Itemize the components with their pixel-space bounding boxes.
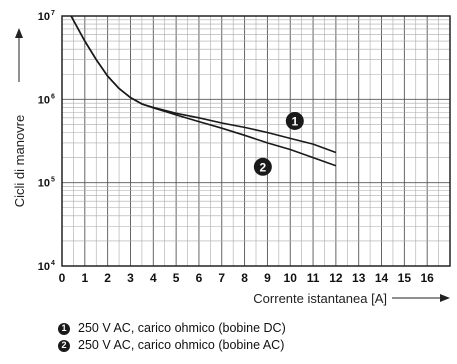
- y-tick-exp-5: 5: [51, 177, 55, 184]
- y-tick-exp-6: 6: [51, 93, 55, 100]
- series-marker-label-2: 2: [260, 160, 267, 174]
- series-marker-1: [285, 111, 304, 130]
- x-tick-label-1: 1: [81, 271, 88, 285]
- x-tick-label-0: 0: [59, 271, 66, 285]
- y-axis-title: Cicli di manovre: [12, 115, 27, 207]
- axis-labels: Cicli di manovre Corrente istantanea [A]: [12, 28, 450, 306]
- legend-text-1: 250 V AC, carico ohmico (bobine DC): [78, 321, 286, 335]
- y-tick-exp-4: 4: [51, 260, 55, 267]
- legend-marker-1: 1: [58, 322, 70, 335]
- x-tick-label-10: 10: [284, 271, 298, 285]
- plot-frame: [61, 15, 451, 267]
- x-tick-label-8: 8: [241, 271, 248, 285]
- legend-item-2: 2 250 V AC, carico ohmico (bobine AC): [58, 337, 286, 354]
- y-tick-exp-7: 7: [51, 10, 55, 17]
- x-tick-label-4: 4: [150, 271, 157, 285]
- y-tick-label-5: 10: [38, 178, 50, 190]
- series-lines: 12: [70, 15, 337, 176]
- x-tick-label-6: 6: [196, 271, 203, 285]
- x-axis-arrow-head: [440, 294, 450, 302]
- legend-item-1: 1 250 V AC, carico ohmico (bobine DC): [58, 320, 286, 337]
- x-tick-label-11: 11: [307, 271, 320, 285]
- series-marker-label-1: 1: [291, 114, 298, 128]
- y-tick-label-6: 10: [38, 94, 50, 106]
- y-tick-label-4: 10: [38, 261, 50, 273]
- legend-text-2: 250 V AC, carico ohmico (bobine AC): [78, 338, 285, 352]
- y-tick-label-7: 10: [38, 11, 50, 23]
- x-tick-label-12: 12: [329, 271, 343, 285]
- x-tick-label-7: 7: [218, 271, 225, 285]
- legend-marker-2: 2: [58, 339, 70, 352]
- x-axis-title: Corrente istantanea [A]: [253, 291, 387, 306]
- x-tick-label-14: 14: [375, 271, 389, 285]
- x-tick-label-15: 15: [398, 271, 412, 285]
- x-tick-label-13: 13: [352, 271, 366, 285]
- plot-grid: [61, 16, 451, 267]
- x-tick-label-5: 5: [173, 271, 180, 285]
- x-tick-label-16: 16: [420, 271, 434, 285]
- legend: 1 250 V AC, carico ohmico (bobine DC) 2 …: [58, 320, 286, 354]
- y-axis-arrow-head: [15, 28, 23, 38]
- x-tick-label-2: 2: [104, 271, 111, 285]
- series-line-1: [70, 15, 337, 154]
- x-tick-label-9: 9: [264, 271, 271, 285]
- series-marker-2: [253, 157, 272, 176]
- x-tick-label-3: 3: [127, 271, 134, 285]
- series-line-2: [70, 15, 337, 167]
